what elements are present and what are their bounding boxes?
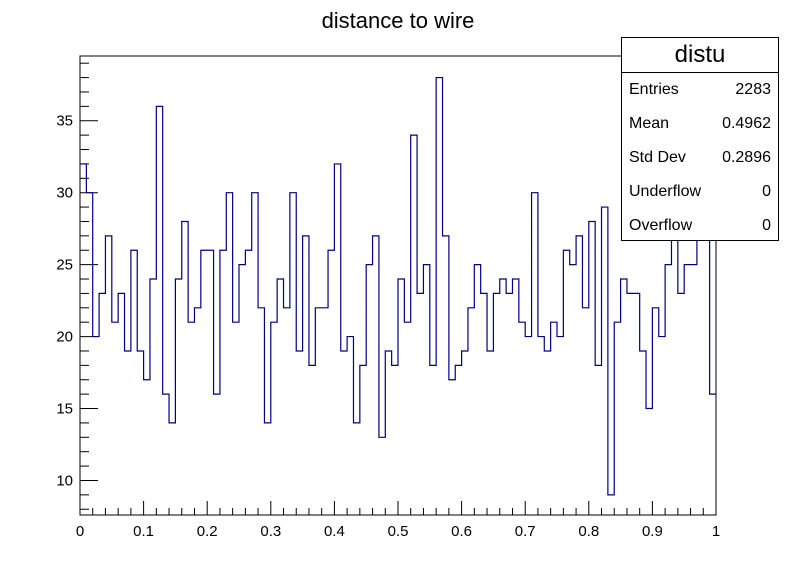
stats-value: 2283 — [735, 81, 771, 98]
stats-value: 0 — [762, 217, 771, 234]
stats-label: Std Dev — [629, 149, 686, 166]
stats-title: distu — [622, 38, 778, 73]
stats-row-underflow: Underflow 0 — [622, 175, 778, 209]
stats-label: Overflow — [629, 217, 693, 234]
x-tick-label: 0.6 — [451, 523, 472, 540]
stats-row-overflow: Overflow 0 — [622, 209, 778, 243]
y-tick-labels: 10 15 20 25 30 35 — [56, 113, 73, 490]
stats-row-mean: Mean 0.4962 — [622, 107, 778, 141]
chart-title: distance to wire — [322, 8, 475, 33]
y-tick-label: 10 — [56, 472, 73, 489]
stats-box: distu Entries 2283 Mean 0.4962 Std Dev 0… — [621, 37, 779, 241]
y-tick-label: 35 — [56, 113, 73, 130]
x-tick-label: 0.4 — [324, 523, 345, 540]
stats-label: Underflow — [629, 183, 702, 200]
stats-label: Entries — [629, 81, 679, 98]
y-tick-label: 25 — [56, 257, 73, 274]
x-tick-label: 0.1 — [133, 523, 154, 540]
stats-row-entries: Entries 2283 — [622, 73, 778, 107]
stats-label: Mean — [629, 115, 670, 132]
x-tick-label: 0.8 — [578, 523, 599, 540]
axis-ticks — [79, 62, 717, 515]
x-tick-label: 1 — [712, 523, 720, 540]
x-tick-label: 0.7 — [515, 523, 536, 540]
stats-value: 0.4962 — [722, 115, 771, 132]
y-tick-label: 30 — [56, 185, 73, 202]
stats-value: 0.2896 — [722, 149, 771, 166]
y-tick-label: 20 — [56, 329, 73, 346]
x-tick-label: 0.9 — [642, 523, 663, 540]
x-tick-label: 0.5 — [388, 523, 409, 540]
x-tick-label: 0.2 — [197, 523, 218, 540]
x-tick-label: 0.3 — [260, 523, 281, 540]
y-tick-label: 15 — [56, 401, 73, 418]
stats-row-std-dev: Std Dev 0.2896 — [622, 141, 778, 175]
x-tick-labels: 0 0.1 0.2 0.3 0.4 0.5 0.6 0.7 0.8 0.9 1 — [76, 523, 720, 540]
histogram-line — [80, 76, 716, 496]
x-tick-label: 0 — [76, 523, 84, 540]
stats-value: 0 — [762, 183, 771, 200]
